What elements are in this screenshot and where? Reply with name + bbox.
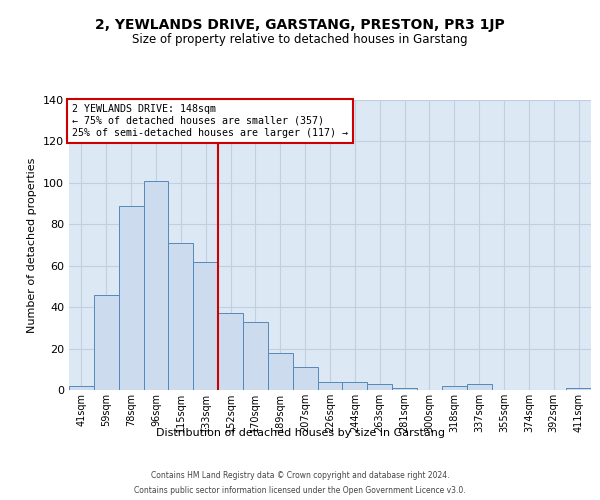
Bar bbox=[143, 181, 169, 390]
Bar bbox=[367, 384, 392, 390]
Bar bbox=[268, 352, 293, 390]
Bar bbox=[119, 206, 143, 390]
Bar bbox=[69, 386, 94, 390]
Text: 2, YEWLANDS DRIVE, GARSTANG, PRESTON, PR3 1JP: 2, YEWLANDS DRIVE, GARSTANG, PRESTON, PR… bbox=[95, 18, 505, 32]
Text: Contains public sector information licensed under the Open Government Licence v3: Contains public sector information licen… bbox=[134, 486, 466, 495]
Bar bbox=[467, 384, 491, 390]
Text: Size of property relative to detached houses in Garstang: Size of property relative to detached ho… bbox=[132, 32, 468, 46]
Bar bbox=[243, 322, 268, 390]
Bar bbox=[293, 367, 317, 390]
Text: 2 YEWLANDS DRIVE: 148sqm
← 75% of detached houses are smaller (357)
25% of semi-: 2 YEWLANDS DRIVE: 148sqm ← 75% of detach… bbox=[71, 104, 347, 138]
Bar bbox=[94, 294, 119, 390]
Bar bbox=[218, 314, 243, 390]
Bar bbox=[193, 262, 218, 390]
Bar bbox=[392, 388, 417, 390]
Y-axis label: Number of detached properties: Number of detached properties bbox=[28, 158, 37, 332]
Text: Contains HM Land Registry data © Crown copyright and database right 2024.: Contains HM Land Registry data © Crown c… bbox=[151, 471, 449, 480]
Bar bbox=[343, 382, 367, 390]
Bar bbox=[317, 382, 343, 390]
Bar bbox=[566, 388, 591, 390]
Bar bbox=[442, 386, 467, 390]
Bar bbox=[169, 243, 193, 390]
Text: Distribution of detached houses by size in Garstang: Distribution of detached houses by size … bbox=[155, 428, 445, 438]
